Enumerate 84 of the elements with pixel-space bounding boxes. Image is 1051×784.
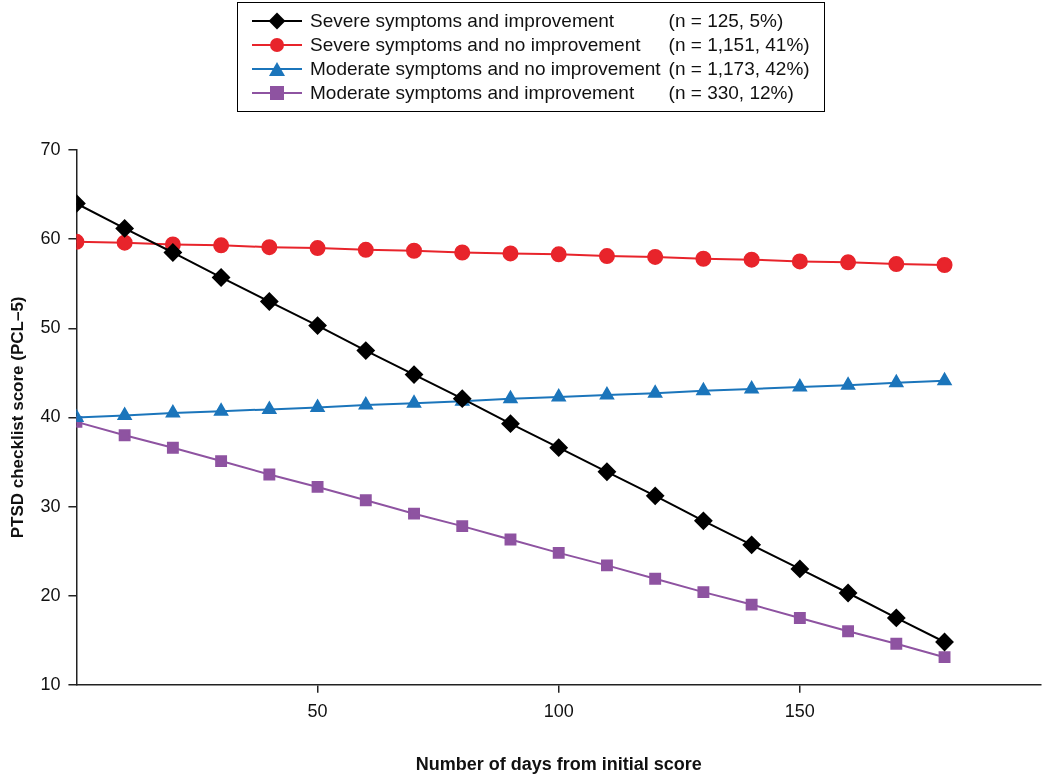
point	[937, 372, 952, 386]
y-tick-label: 20	[40, 584, 61, 605]
y-tick-label: 30	[40, 495, 61, 516]
point	[598, 248, 615, 265]
point	[647, 248, 664, 265]
text: Severe symptoms and no improvement (n = 1,151, 41%)	[310, 34, 810, 55]
point	[456, 520, 469, 533]
point	[260, 292, 279, 311]
point	[116, 234, 133, 251]
point	[694, 511, 713, 530]
point	[263, 468, 276, 481]
point	[649, 572, 662, 585]
legend-label: Moderate symptoms and no improvement (n = 1,173, 42%)	[309, 57, 811, 81]
point	[502, 245, 519, 262]
y-tick-label: 40	[40, 406, 61, 427]
point	[695, 250, 712, 267]
point	[597, 462, 616, 481]
point	[163, 243, 182, 262]
x-tick-label: 100	[543, 700, 574, 721]
point	[261, 239, 278, 256]
point	[215, 455, 228, 468]
point	[791, 253, 808, 270]
point	[117, 407, 132, 421]
point	[408, 507, 420, 520]
point	[503, 390, 518, 404]
x-axis-title: Number of days from initial score	[415, 754, 702, 775]
point	[551, 388, 566, 402]
point	[792, 379, 807, 392]
point	[842, 625, 855, 638]
point	[890, 637, 903, 650]
point	[501, 414, 520, 433]
point	[308, 316, 327, 335]
point	[839, 583, 858, 602]
point	[356, 341, 375, 360]
point	[793, 612, 806, 624]
point	[406, 242, 423, 259]
point	[359, 494, 372, 507]
point	[118, 429, 131, 442]
point	[357, 241, 374, 258]
point	[454, 244, 471, 261]
point	[888, 256, 905, 273]
point	[938, 651, 951, 664]
point	[552, 546, 565, 559]
point	[311, 480, 324, 493]
x-tick-label: 50	[307, 700, 328, 721]
point	[309, 240, 326, 257]
x-tick-label: 150	[784, 700, 815, 721]
point	[889, 374, 904, 388]
y-tick-label: 70	[40, 138, 61, 159]
point	[790, 559, 809, 578]
point	[549, 438, 568, 457]
point	[841, 377, 856, 390]
point	[887, 608, 906, 627]
y-axis-title: PTSD checklist score (PCL–5)	[7, 296, 27, 539]
point	[214, 403, 229, 416]
point	[358, 396, 373, 410]
point	[936, 256, 953, 273]
point	[648, 385, 663, 398]
point	[165, 404, 180, 418]
y-tick-label: 50	[40, 317, 61, 338]
y-tick-label: 10	[40, 673, 61, 694]
point	[262, 401, 277, 414]
point	[405, 365, 424, 384]
point	[599, 387, 614, 400]
text: Severe symptoms and improvement (n = 125, 5%)	[310, 10, 784, 31]
point	[697, 586, 710, 599]
point	[310, 399, 325, 413]
point	[600, 559, 613, 572]
point	[166, 441, 179, 454]
point	[742, 535, 761, 554]
point	[212, 268, 231, 287]
point	[743, 251, 760, 268]
point	[840, 254, 857, 271]
point	[935, 633, 954, 652]
point	[744, 380, 759, 394]
point	[213, 237, 230, 254]
point	[696, 382, 711, 396]
point	[745, 598, 758, 611]
text: Moderate symptoms and improvement (n = 330, 12%)	[310, 82, 794, 103]
point	[115, 219, 134, 238]
y-tick-label: 60	[40, 228, 61, 249]
point	[550, 246, 567, 263]
point	[646, 486, 665, 505]
point	[406, 395, 422, 408]
